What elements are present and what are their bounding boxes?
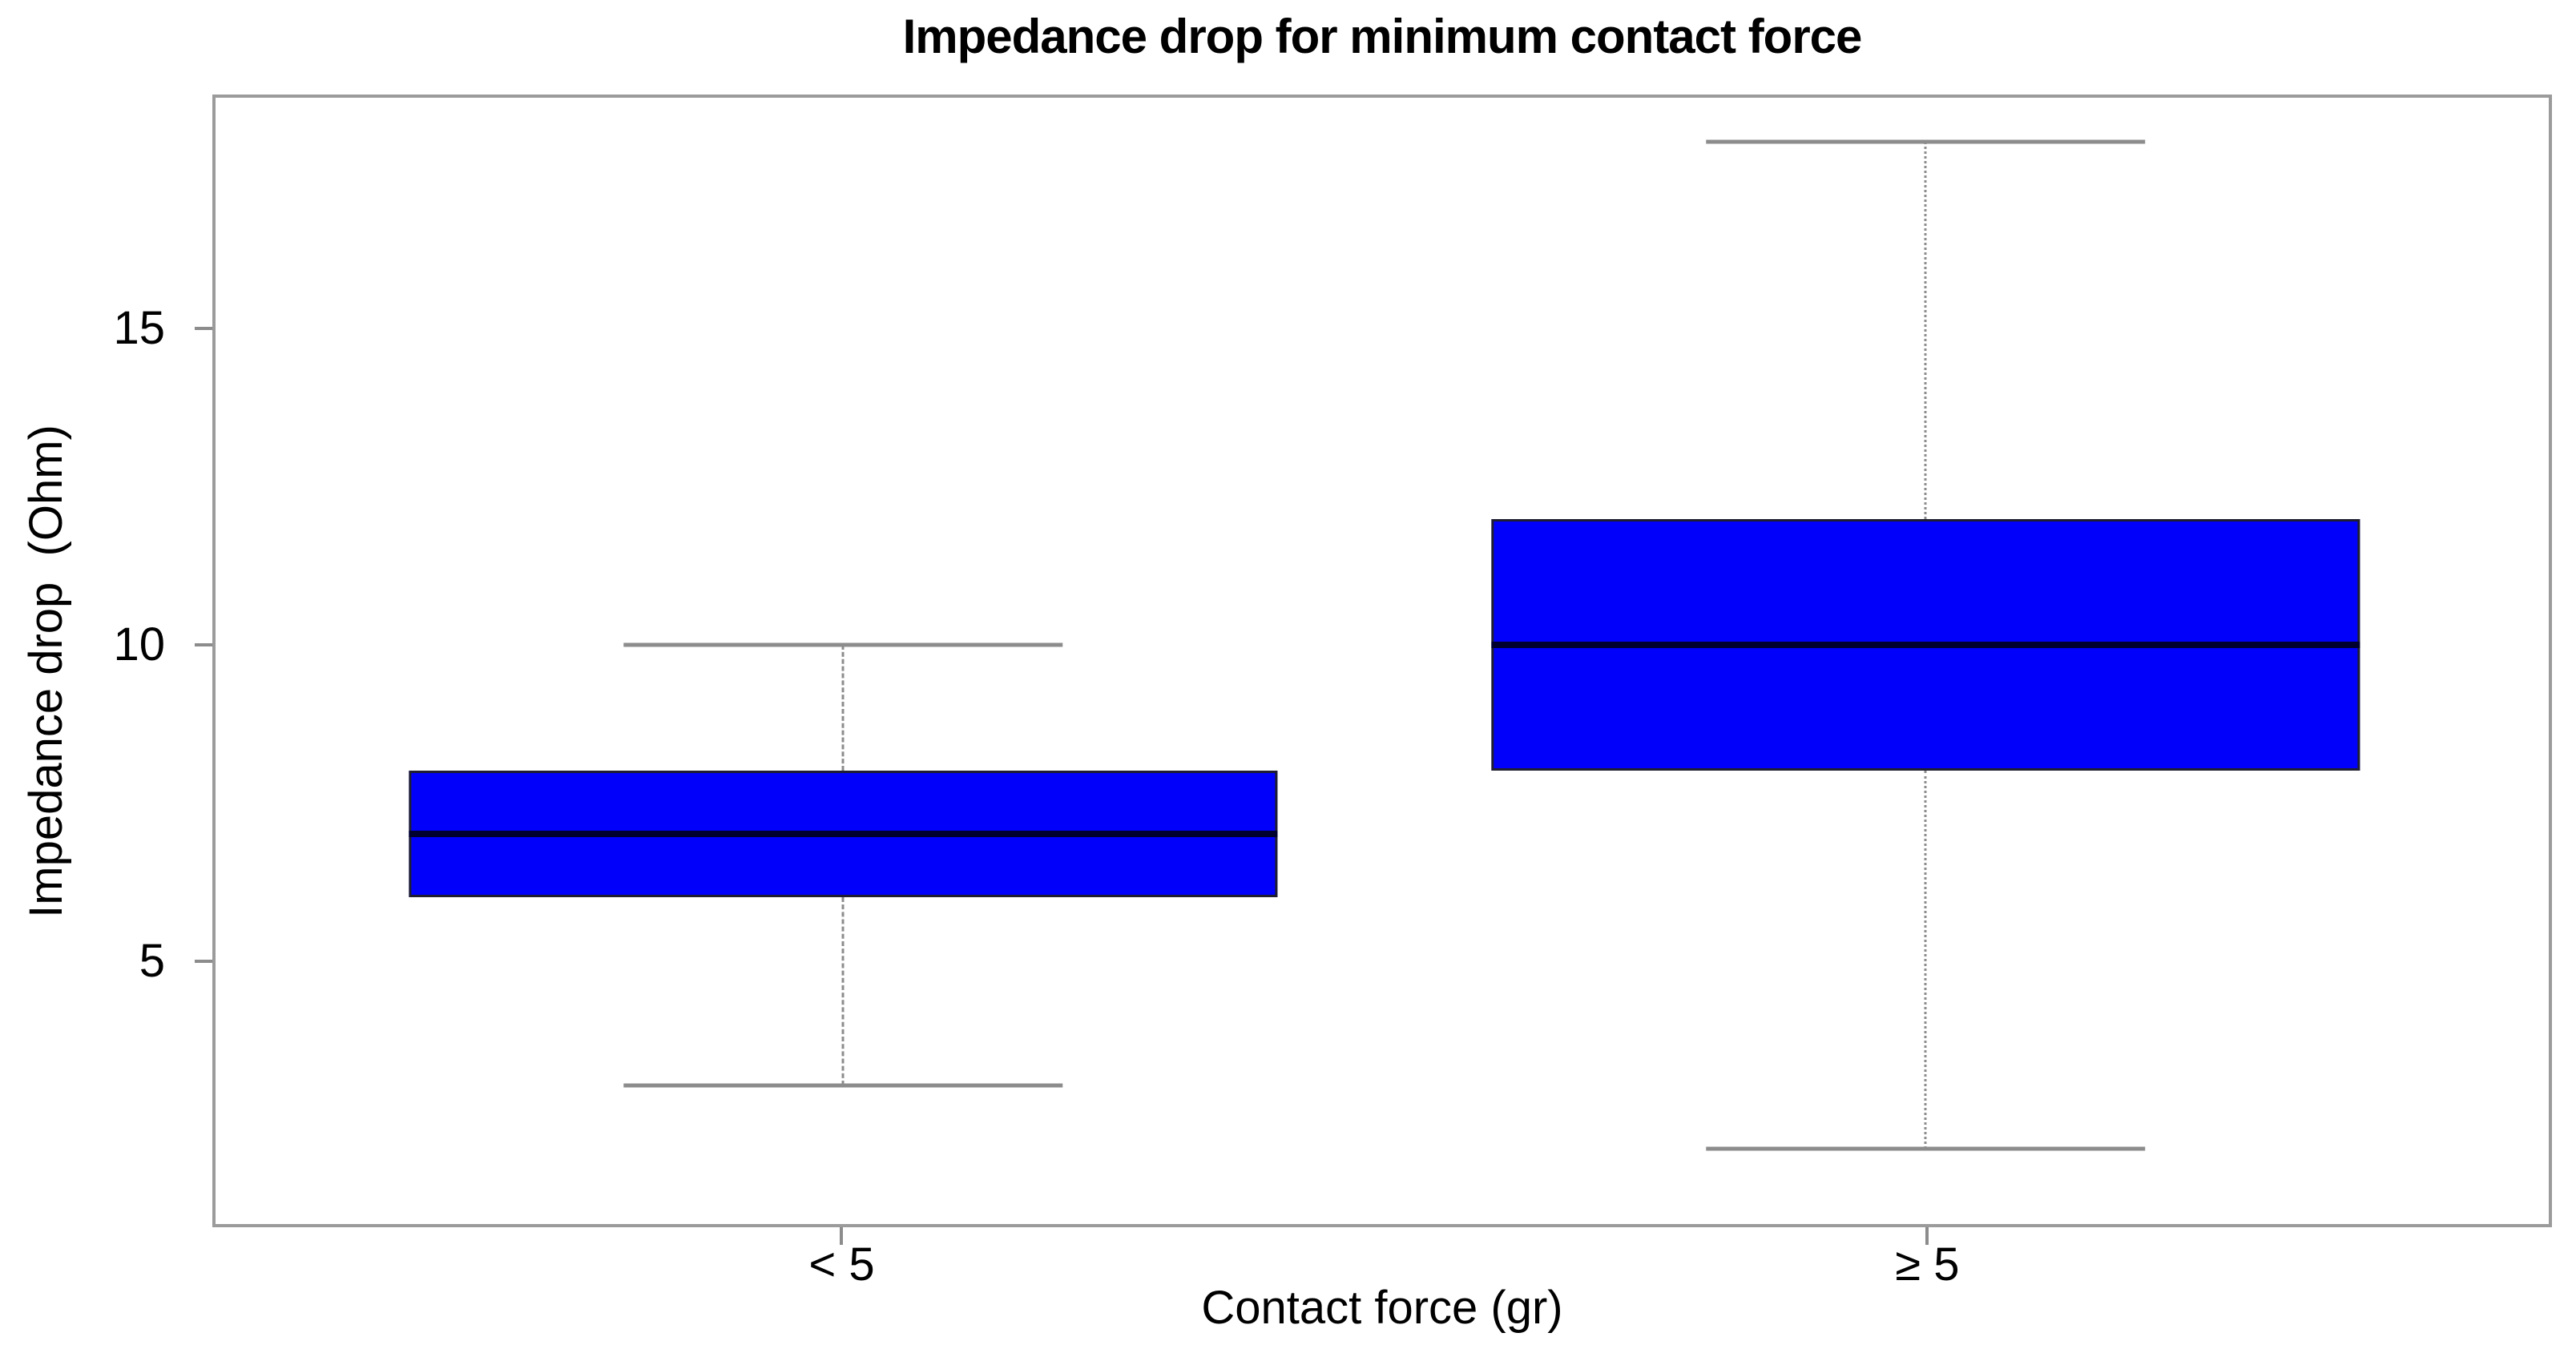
- x-tick-label: ≥ 5: [1895, 1238, 1960, 1291]
- y-tick-mark: [195, 643, 212, 647]
- y-tick-label: 15: [113, 302, 165, 355]
- x-axis-strip: < 5 ≥ 5: [212, 1227, 2552, 1349]
- whisker-cap-top: [1706, 139, 2146, 144]
- y-tick-label: 5: [139, 935, 165, 988]
- plot-area: [212, 95, 2552, 1227]
- y-tick-mark: [195, 960, 212, 964]
- median-line: [409, 831, 1277, 837]
- lower-whisker-line: [1924, 771, 1927, 1149]
- lower-whisker-line: [841, 896, 845, 1086]
- upper-whisker-line: [1924, 141, 1927, 520]
- whisker-cap-top: [623, 642, 1063, 647]
- y-axis-ticks: [195, 95, 212, 1227]
- upper-whisker-line: [841, 645, 845, 771]
- y-tick-label: 10: [113, 618, 165, 671]
- median-line: [1491, 642, 2360, 649]
- x-tick-label: < 5: [808, 1238, 875, 1291]
- whisker-cap-bottom: [623, 1083, 1063, 1088]
- x-tick-mark: [840, 1227, 844, 1245]
- y-axis-tick-labels: 15 10 5: [0, 95, 165, 1227]
- x-axis-label: Contact force (gr): [1201, 1282, 1563, 1334]
- x-tick-mark: [1925, 1227, 1929, 1245]
- y-tick-mark: [195, 327, 212, 331]
- chart-title: Impedance drop for minimum contact force: [902, 10, 1863, 63]
- whisker-cap-bottom: [1706, 1146, 2146, 1151]
